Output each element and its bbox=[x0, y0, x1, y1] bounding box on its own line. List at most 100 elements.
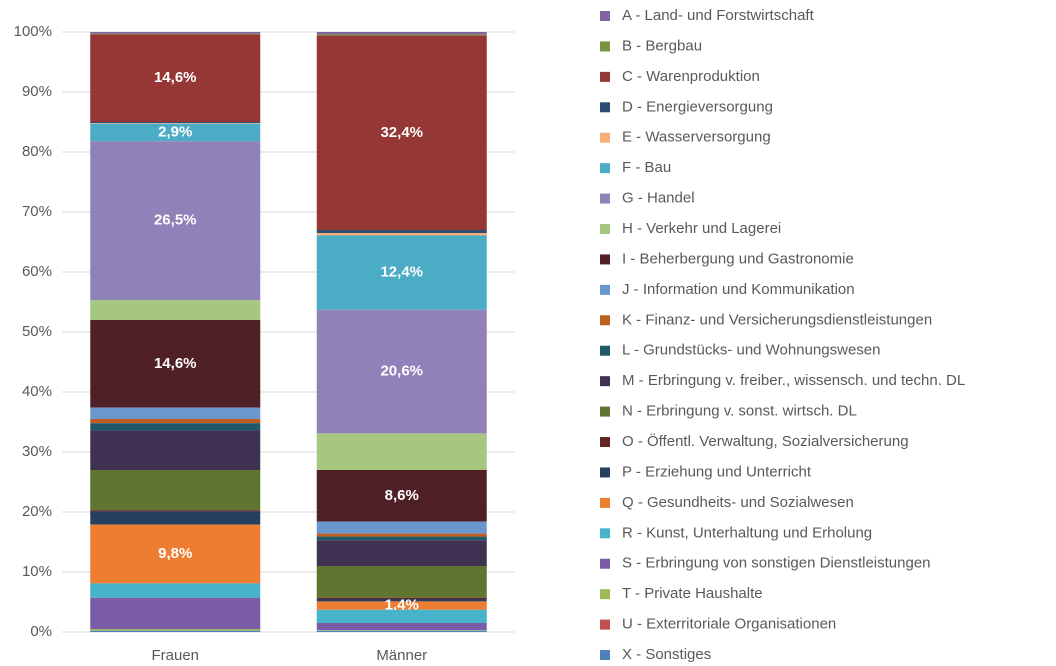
bar-segment bbox=[90, 122, 261, 124]
legend-label: X - Sonstiges bbox=[622, 646, 711, 663]
legend-label: I - Beherbergung und Gastronomie bbox=[622, 250, 854, 267]
legend-label: G - Handel bbox=[622, 190, 695, 207]
legend-swatch bbox=[600, 163, 610, 174]
bar-segment bbox=[90, 320, 261, 408]
legend-swatch bbox=[600, 589, 610, 600]
x-tick-label: Männer bbox=[376, 647, 427, 664]
legend-label: A - Land- und Forstwirtschaft bbox=[622, 7, 815, 24]
legend-label: Q - Gesundheits- und Sozialwesen bbox=[622, 494, 854, 511]
bar-segment bbox=[316, 521, 487, 534]
bar-segment bbox=[90, 597, 261, 629]
legend-label: E - Wasserversorgung bbox=[622, 129, 771, 146]
legend-label: J - Information und Kommunikation bbox=[622, 281, 855, 298]
legend-label: H - Verkehr und Lagerei bbox=[622, 220, 781, 237]
bar-segment bbox=[316, 623, 487, 631]
legend-swatch bbox=[600, 71, 610, 82]
bar-segment bbox=[316, 35, 487, 230]
legend-swatch bbox=[600, 406, 610, 417]
y-tick-label: 0% bbox=[30, 623, 52, 640]
bar-segment bbox=[90, 583, 261, 598]
legend-label: C - Warenproduktion bbox=[622, 68, 760, 85]
bar-segment bbox=[316, 309, 487, 434]
y-tick-label: 80% bbox=[22, 143, 52, 160]
bar-segment bbox=[90, 423, 261, 431]
legend-swatch bbox=[600, 558, 610, 569]
data-label: 26,5% bbox=[154, 212, 197, 229]
bar-segment bbox=[90, 34, 261, 122]
data-label: 1,4% bbox=[385, 597, 419, 614]
bar-segment bbox=[90, 511, 261, 525]
y-tick-label: 30% bbox=[22, 443, 52, 460]
data-label: 14,6% bbox=[154, 69, 197, 86]
legend-label: R - Kunst, Unterhaltung und Erholung bbox=[622, 524, 872, 541]
legend-label: D - Energieversorgung bbox=[622, 98, 773, 115]
data-label: 32,4% bbox=[380, 124, 423, 141]
y-tick-label: 90% bbox=[22, 83, 52, 100]
bar-segment bbox=[316, 601, 487, 610]
data-label: 2,9% bbox=[158, 123, 192, 140]
legend-swatch bbox=[600, 497, 610, 508]
y-tick-label: 60% bbox=[22, 263, 52, 280]
bar-segment bbox=[316, 230, 487, 233]
legend-swatch bbox=[600, 345, 610, 356]
legend-swatch bbox=[600, 315, 610, 326]
legend-swatch bbox=[600, 528, 610, 539]
legend-swatch bbox=[600, 284, 610, 295]
legend-label: P - Erziehung und Unterricht bbox=[622, 463, 812, 480]
bar-segment bbox=[316, 599, 487, 602]
bar-segment bbox=[316, 533, 487, 537]
y-tick-label: 50% bbox=[22, 323, 52, 340]
bar-segment bbox=[316, 536, 487, 541]
bar-segment bbox=[90, 33, 261, 35]
legend-swatch bbox=[600, 254, 610, 265]
bar-segment bbox=[316, 566, 487, 598]
legend-label: O - Öffentl. Verwaltung, Sozialversicher… bbox=[622, 432, 909, 450]
legend-swatch bbox=[600, 619, 610, 630]
legend-swatch bbox=[600, 467, 610, 478]
legend-label: U - Exterritoriale Organisationen bbox=[622, 616, 836, 633]
bar-segment bbox=[90, 141, 261, 301]
bar-segment bbox=[316, 609, 487, 623]
bar-segment bbox=[316, 32, 487, 35]
legend-label: T - Private Haushalte bbox=[622, 585, 763, 602]
y-tick-label: 70% bbox=[22, 203, 52, 220]
bar-segment bbox=[90, 524, 261, 584]
bar-segment bbox=[316, 470, 487, 522]
y-tick-label: 40% bbox=[22, 383, 52, 400]
legend-swatch bbox=[600, 224, 610, 235]
legend-swatch bbox=[600, 193, 610, 204]
legend-swatch bbox=[600, 437, 610, 448]
legend-swatch bbox=[600, 41, 610, 52]
data-label: 14,6% bbox=[154, 355, 197, 372]
bar-segment bbox=[90, 32, 261, 34]
bar-segment bbox=[316, 597, 487, 599]
bar-segment bbox=[90, 510, 261, 512]
bar-segment bbox=[316, 630, 487, 632]
legend-label: M - Erbringung v. freiber., wissensch. u… bbox=[622, 372, 965, 389]
bar-segment bbox=[90, 630, 261, 632]
legend-swatch bbox=[600, 102, 610, 113]
bar-segment bbox=[90, 629, 261, 631]
bar-segment bbox=[316, 235, 487, 310]
y-tick-label: 20% bbox=[22, 503, 52, 520]
legend-label: S - Erbringung von sonstigen Dienstleist… bbox=[622, 555, 931, 572]
y-tick-label: 100% bbox=[14, 23, 52, 40]
data-label: 8,6% bbox=[385, 487, 419, 504]
bar-segment bbox=[316, 540, 487, 566]
data-label: 20,6% bbox=[380, 363, 423, 380]
legend-swatch bbox=[600, 132, 610, 143]
legend-swatch bbox=[600, 376, 610, 387]
legend-label: F - Bau bbox=[622, 159, 671, 176]
data-label: 9,8% bbox=[158, 545, 192, 562]
legend-swatch bbox=[600, 11, 610, 21]
bar-segment bbox=[90, 123, 261, 124]
bar-segment bbox=[316, 433, 487, 470]
legend-label: N - Erbringung v. sonst. wirtsch. DL bbox=[622, 403, 857, 420]
legend-swatch bbox=[600, 650, 610, 661]
bar-segment bbox=[90, 123, 261, 142]
legend-label: K - Finanz- und Versicherungsdienstleist… bbox=[622, 311, 932, 328]
bar-segment bbox=[90, 470, 261, 511]
bar-segment bbox=[316, 34, 487, 36]
bar-segment bbox=[90, 407, 261, 419]
